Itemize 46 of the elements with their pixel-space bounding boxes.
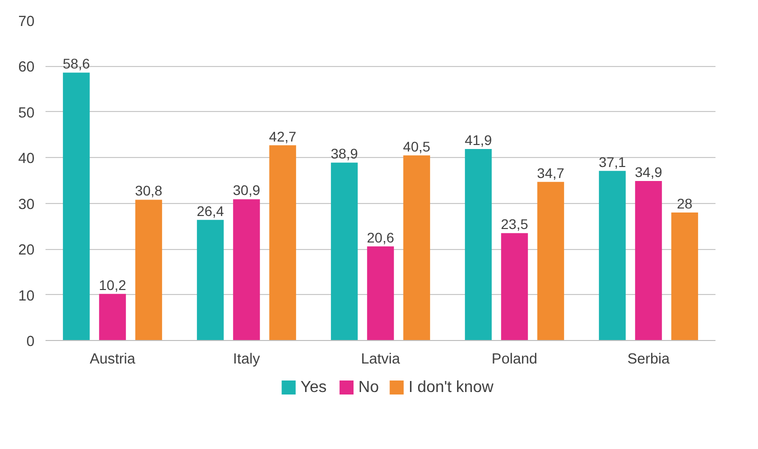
bar [269, 145, 296, 340]
x-tick-label: Austria [90, 352, 136, 368]
data-label: 37,1 [598, 154, 626, 170]
legend-label: I don't know [408, 379, 494, 396]
data-label: 42,7 [269, 128, 297, 144]
y-tick-label: 0 [26, 334, 35, 350]
data-label: 30,9 [232, 182, 260, 198]
data-label: 28 [676, 196, 693, 212]
bar [537, 182, 564, 340]
x-tick-label: Poland [492, 352, 538, 368]
x-tick-label: Italy [233, 352, 261, 368]
data-label: 38,9 [330, 146, 358, 162]
x-tick-label: Serbia [627, 352, 671, 368]
data-label: 23,5 [500, 216, 528, 232]
bar [501, 233, 528, 340]
bar [196, 220, 224, 340]
bar [403, 155, 430, 340]
bar [233, 199, 260, 340]
data-label: 40,5 [403, 138, 431, 154]
bar [367, 246, 394, 340]
bar [671, 212, 698, 340]
bar [330, 162, 358, 340]
data-label: 34,7 [537, 164, 565, 181]
bar [135, 200, 162, 340]
y-tick-label: 30 [18, 196, 35, 213]
x-tick-label: Latvia [360, 352, 401, 368]
y-tick-label: 60 [18, 60, 35, 76]
data-label: 26,4 [196, 202, 224, 219]
y-tick-label: 40 [18, 151, 35, 168]
bar [598, 170, 626, 340]
y-tick-label: 10 [18, 288, 35, 304]
y-tick-label: 70 [18, 14, 35, 30]
bar [62, 72, 90, 340]
y-tick-label: 50 [18, 105, 35, 122]
data-label: 34,9 [634, 164, 662, 180]
data-label: 20,6 [366, 229, 394, 246]
bar [99, 294, 126, 340]
data-label: 10,2 [98, 276, 126, 293]
legend-label: No [358, 379, 379, 396]
bar [464, 148, 492, 340]
data-label: 41,9 [464, 132, 492, 148]
y-tick-label: 20 [18, 242, 35, 259]
data-label: 30,8 [135, 182, 163, 199]
legend-label: Yes [300, 379, 327, 396]
data-label: 58,6 [62, 56, 90, 72]
bar [635, 180, 662, 340]
